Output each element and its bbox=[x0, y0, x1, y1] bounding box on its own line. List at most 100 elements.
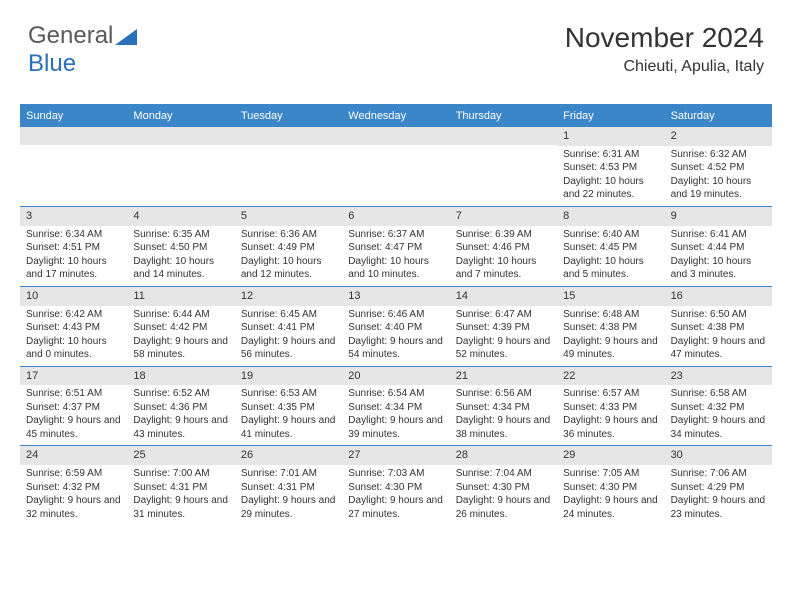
sunset-text: Sunset: 4:45 PM bbox=[563, 241, 658, 255]
day-content: Sunrise: 6:50 AMSunset: 4:38 PMDaylight:… bbox=[665, 306, 772, 366]
sunrise-text: Sunrise: 7:04 AM bbox=[456, 467, 551, 481]
sunrise-text: Sunrise: 6:35 AM bbox=[133, 228, 228, 242]
sunset-text: Sunset: 4:30 PM bbox=[563, 481, 658, 495]
sunrise-text: Sunrise: 6:39 AM bbox=[456, 228, 551, 242]
logo: General Blue bbox=[28, 22, 137, 78]
day-number bbox=[342, 127, 449, 145]
day-content: Sunrise: 7:04 AMSunset: 4:30 PMDaylight:… bbox=[450, 465, 557, 525]
day-number: 27 bbox=[342, 446, 449, 465]
day-number: 1 bbox=[557, 127, 664, 146]
sunrise-text: Sunrise: 6:40 AM bbox=[563, 228, 658, 242]
daylight-text: Daylight: 10 hours and 19 minutes. bbox=[671, 175, 766, 202]
daylight-text: Daylight: 9 hours and 36 minutes. bbox=[563, 414, 658, 441]
day-cell: 25Sunrise: 7:00 AMSunset: 4:31 PMDayligh… bbox=[127, 446, 234, 525]
day-number: 12 bbox=[235, 287, 342, 306]
day-cell: 2Sunrise: 6:32 AMSunset: 4:52 PMDaylight… bbox=[665, 127, 772, 206]
sunset-text: Sunset: 4:36 PM bbox=[133, 401, 228, 415]
daylight-text: Daylight: 9 hours and 27 minutes. bbox=[348, 494, 443, 521]
day-content: Sunrise: 6:39 AMSunset: 4:46 PMDaylight:… bbox=[450, 226, 557, 286]
sunset-text: Sunset: 4:53 PM bbox=[563, 161, 658, 175]
sunset-text: Sunset: 4:29 PM bbox=[671, 481, 766, 495]
day-content: Sunrise: 7:05 AMSunset: 4:30 PMDaylight:… bbox=[557, 465, 664, 525]
day-cell: 18Sunrise: 6:52 AMSunset: 4:36 PMDayligh… bbox=[127, 367, 234, 446]
sunset-text: Sunset: 4:34 PM bbox=[348, 401, 443, 415]
sunrise-text: Sunrise: 6:52 AM bbox=[133, 387, 228, 401]
daylight-text: Daylight: 9 hours and 26 minutes. bbox=[456, 494, 551, 521]
day-content: Sunrise: 7:03 AMSunset: 4:30 PMDaylight:… bbox=[342, 465, 449, 525]
day-cell: 9Sunrise: 6:41 AMSunset: 4:44 PMDaylight… bbox=[665, 207, 772, 286]
day-content: Sunrise: 6:44 AMSunset: 4:42 PMDaylight:… bbox=[127, 306, 234, 366]
day-number: 18 bbox=[127, 367, 234, 386]
daylight-text: Daylight: 9 hours and 56 minutes. bbox=[241, 335, 336, 362]
day-number: 6 bbox=[342, 207, 449, 226]
sunrise-text: Sunrise: 6:32 AM bbox=[671, 148, 766, 162]
day-number: 10 bbox=[20, 287, 127, 306]
day-content: Sunrise: 6:48 AMSunset: 4:38 PMDaylight:… bbox=[557, 306, 664, 366]
sunrise-text: Sunrise: 6:51 AM bbox=[26, 387, 121, 401]
header-right: November 2024 Chieuti, Apulia, Italy bbox=[565, 22, 764, 76]
day-content: Sunrise: 6:54 AMSunset: 4:34 PMDaylight:… bbox=[342, 385, 449, 445]
daylight-text: Daylight: 9 hours and 31 minutes. bbox=[133, 494, 228, 521]
day-content: Sunrise: 6:59 AMSunset: 4:32 PMDaylight:… bbox=[20, 465, 127, 525]
sunrise-text: Sunrise: 6:48 AM bbox=[563, 308, 658, 322]
sunset-text: Sunset: 4:46 PM bbox=[456, 241, 551, 255]
day-content: Sunrise: 6:56 AMSunset: 4:34 PMDaylight:… bbox=[450, 385, 557, 445]
day-number bbox=[20, 127, 127, 145]
sunrise-text: Sunrise: 6:45 AM bbox=[241, 308, 336, 322]
day-cell: 23Sunrise: 6:58 AMSunset: 4:32 PMDayligh… bbox=[665, 367, 772, 446]
sunrise-text: Sunrise: 7:05 AM bbox=[563, 467, 658, 481]
day-content: Sunrise: 6:42 AMSunset: 4:43 PMDaylight:… bbox=[20, 306, 127, 366]
month-title: November 2024 bbox=[565, 22, 764, 54]
sunrise-text: Sunrise: 6:42 AM bbox=[26, 308, 121, 322]
day-content: Sunrise: 6:52 AMSunset: 4:36 PMDaylight:… bbox=[127, 385, 234, 445]
day-cell: 3Sunrise: 6:34 AMSunset: 4:51 PMDaylight… bbox=[20, 207, 127, 286]
sunrise-text: Sunrise: 6:59 AM bbox=[26, 467, 121, 481]
sunrise-text: Sunrise: 6:57 AM bbox=[563, 387, 658, 401]
day-cell bbox=[20, 127, 127, 206]
daylight-text: Daylight: 9 hours and 23 minutes. bbox=[671, 494, 766, 521]
day-cell: 22Sunrise: 6:57 AMSunset: 4:33 PMDayligh… bbox=[557, 367, 664, 446]
day-content: Sunrise: 6:36 AMSunset: 4:49 PMDaylight:… bbox=[235, 226, 342, 286]
day-cell: 21Sunrise: 6:56 AMSunset: 4:34 PMDayligh… bbox=[450, 367, 557, 446]
daylight-text: Daylight: 9 hours and 32 minutes. bbox=[26, 494, 121, 521]
day-cell: 4Sunrise: 6:35 AMSunset: 4:50 PMDaylight… bbox=[127, 207, 234, 286]
day-cell: 15Sunrise: 6:48 AMSunset: 4:38 PMDayligh… bbox=[557, 287, 664, 366]
day-number: 30 bbox=[665, 446, 772, 465]
day-number: 17 bbox=[20, 367, 127, 386]
day-content: Sunrise: 6:37 AMSunset: 4:47 PMDaylight:… bbox=[342, 226, 449, 286]
sunset-text: Sunset: 4:49 PM bbox=[241, 241, 336, 255]
sunrise-text: Sunrise: 6:47 AM bbox=[456, 308, 551, 322]
day-cell bbox=[342, 127, 449, 206]
sunset-text: Sunset: 4:44 PM bbox=[671, 241, 766, 255]
sunset-text: Sunset: 4:34 PM bbox=[456, 401, 551, 415]
daylight-text: Daylight: 10 hours and 12 minutes. bbox=[241, 255, 336, 282]
day-cell: 28Sunrise: 7:04 AMSunset: 4:30 PMDayligh… bbox=[450, 446, 557, 525]
day-cell: 14Sunrise: 6:47 AMSunset: 4:39 PMDayligh… bbox=[450, 287, 557, 366]
day-number: 21 bbox=[450, 367, 557, 386]
day-content: Sunrise: 7:00 AMSunset: 4:31 PMDaylight:… bbox=[127, 465, 234, 525]
sunset-text: Sunset: 4:32 PM bbox=[671, 401, 766, 415]
day-cell: 6Sunrise: 6:37 AMSunset: 4:47 PMDaylight… bbox=[342, 207, 449, 286]
day-content: Sunrise: 6:41 AMSunset: 4:44 PMDaylight:… bbox=[665, 226, 772, 286]
day-number: 15 bbox=[557, 287, 664, 306]
sunset-text: Sunset: 4:30 PM bbox=[348, 481, 443, 495]
sunset-text: Sunset: 4:37 PM bbox=[26, 401, 121, 415]
day-number: 4 bbox=[127, 207, 234, 226]
day-number: 11 bbox=[127, 287, 234, 306]
sunrise-text: Sunrise: 6:46 AM bbox=[348, 308, 443, 322]
logo-triangle-icon bbox=[115, 29, 137, 45]
sunrise-text: Sunrise: 6:53 AM bbox=[241, 387, 336, 401]
sunrise-text: Sunrise: 7:03 AM bbox=[348, 467, 443, 481]
day-cell: 26Sunrise: 7:01 AMSunset: 4:31 PMDayligh… bbox=[235, 446, 342, 525]
sunset-text: Sunset: 4:52 PM bbox=[671, 161, 766, 175]
day-number: 26 bbox=[235, 446, 342, 465]
sunrise-text: Sunrise: 6:31 AM bbox=[563, 148, 658, 162]
day-cell bbox=[235, 127, 342, 206]
sunrise-text: Sunrise: 6:44 AM bbox=[133, 308, 228, 322]
calendar: Sunday Monday Tuesday Wednesday Thursday… bbox=[20, 104, 772, 525]
sunset-text: Sunset: 4:43 PM bbox=[26, 321, 121, 335]
day-content: Sunrise: 7:06 AMSunset: 4:29 PMDaylight:… bbox=[665, 465, 772, 525]
sunset-text: Sunset: 4:35 PM bbox=[241, 401, 336, 415]
day-content: Sunrise: 6:47 AMSunset: 4:39 PMDaylight:… bbox=[450, 306, 557, 366]
sunrise-text: Sunrise: 7:00 AM bbox=[133, 467, 228, 481]
